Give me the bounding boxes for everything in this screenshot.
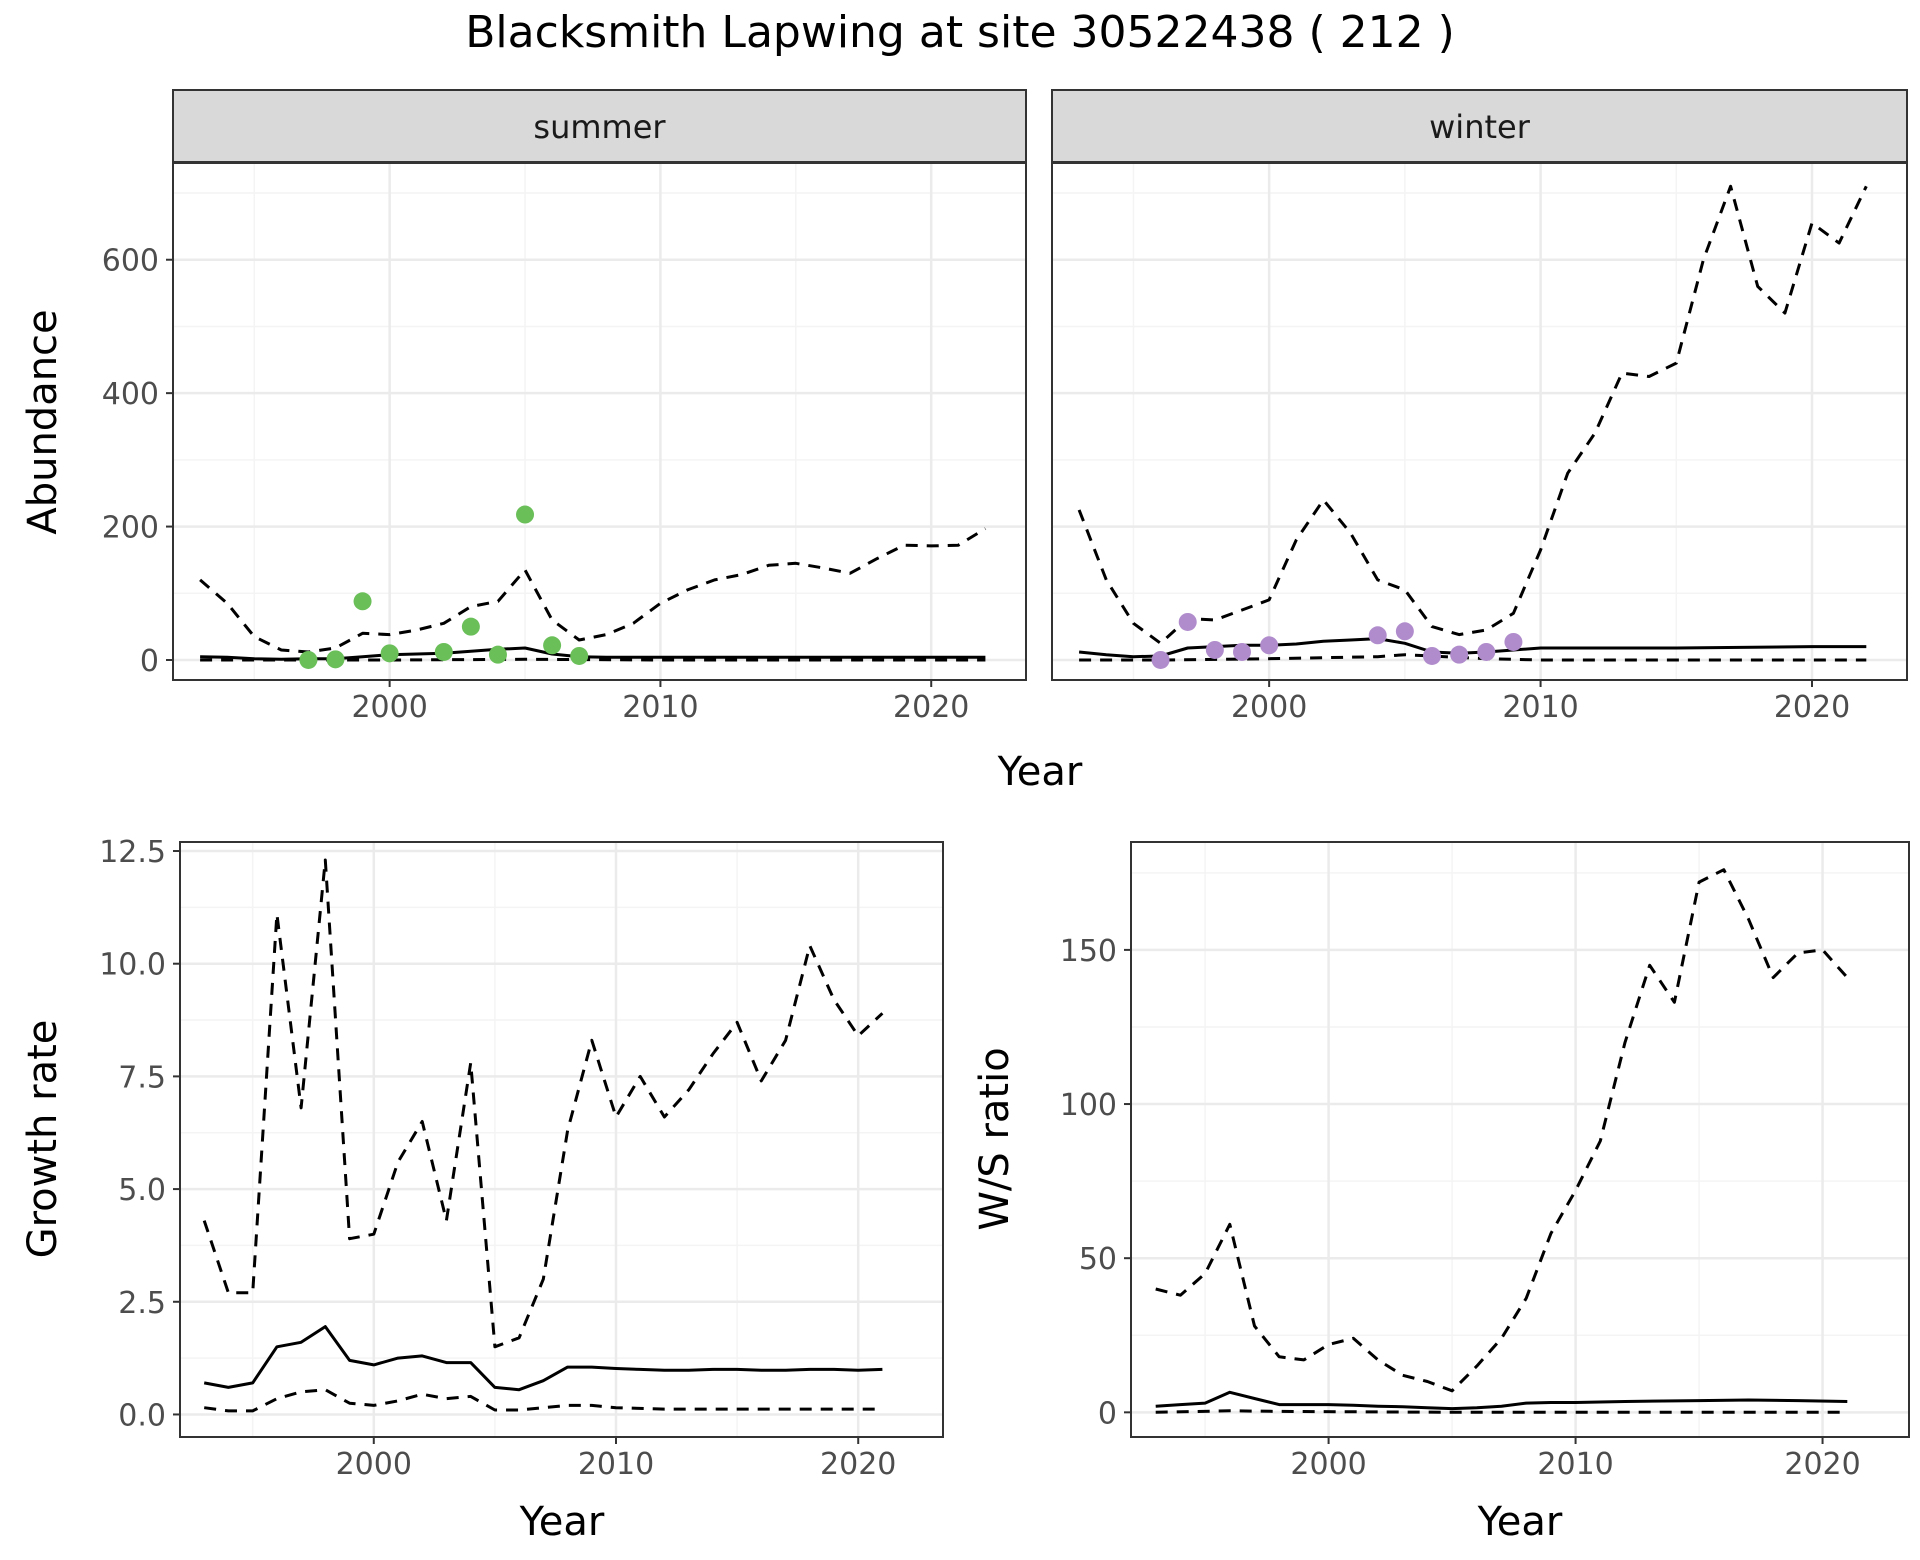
ratio-y-tick-label: 100	[1060, 1088, 1117, 1123]
abundance-summer-strip-label: summer	[533, 108, 666, 146]
abundance-y-axis-title: Abundance	[20, 309, 66, 534]
ratio-y-tick-label: 150	[1060, 934, 1117, 969]
abundance-winter-strip	[1051, 89, 1908, 163]
ratio-x-tick-label: 2010	[1537, 1447, 1613, 1482]
abundance-summer-panel-border	[172, 162, 1027, 681]
ratio-x-tick-label: 2020	[1784, 1447, 1860, 1482]
abundance-summer-y-tick-label: 0	[140, 644, 159, 679]
ratio-series-2-line	[1155, 1409, 1848, 1414]
abundance-summer-y-tick-label: 600	[102, 244, 159, 279]
growth-series-2-line	[204, 1388, 883, 1413]
abundance-winter-x-tick-label: 2000	[1231, 690, 1307, 725]
abundance-winter-series-0-line	[1078, 637, 1867, 659]
growth-plot-area	[180, 842, 943, 1437]
abundance-winter-series-2-line	[1079, 653, 1867, 662]
abundance-winter-point	[1151, 650, 1170, 669]
abundance-winter-panel: winter 2000 2010 2020	[1051, 89, 1908, 725]
ratio-y-tick-label: 0	[1098, 1396, 1117, 1431]
abundance-summer-point	[434, 642, 453, 661]
abundance-summer-strip	[172, 89, 1027, 163]
abundance-winter-point	[1477, 642, 1496, 661]
growth-rate-y-axis-title: Growth rate	[20, 1020, 66, 1259]
abundance-winter-point	[1504, 632, 1523, 651]
growth-rate-x-axis-title: Year	[519, 1499, 605, 1545]
growth-y-tick-label: 12.5	[99, 835, 166, 870]
abundance-winter-panel-border	[1051, 162, 1908, 681]
growth-x-tick-label: 2000	[336, 1447, 412, 1482]
abundance-summer-panel: summer 2000 2010 2020 0 200 400 600	[102, 89, 1027, 725]
ratio-plot-area	[1131, 842, 1909, 1437]
ws-ratio-y-axis-title: W/S ratio	[972, 1047, 1018, 1230]
abundance-winter-point	[1395, 622, 1414, 641]
ws-ratio-panel: 2000 2010 2020 0 50 100 150	[1060, 841, 1910, 1482]
growth-y-tick-label: 7.5	[118, 1060, 166, 1095]
abundance-winter-series-1-line	[1077, 184, 1868, 645]
abundance-summer-point	[380, 644, 399, 663]
ratio-panel-border	[1130, 841, 1910, 1438]
abundance-summer-y-tick-label: 400	[102, 377, 159, 412]
growth-y-tick-label: 5.0	[118, 1173, 166, 1208]
abundance-winter-point	[1423, 646, 1441, 665]
abundance-winter-point	[1233, 642, 1251, 661]
abundance-winter-plot-area	[1052, 163, 1907, 680]
ratio-series-1-line	[1155, 868, 1849, 1393]
abundance-winter-point	[1205, 640, 1224, 659]
abundance-winter-x-tick-label: 2010	[1502, 690, 1578, 725]
abundance-summer-x-tick-label: 2020	[893, 690, 969, 725]
growth-series-0-line	[203, 1325, 883, 1392]
abundance-summer-point	[543, 636, 562, 655]
growth-panel-border	[179, 841, 944, 1438]
ratio-y-tick-label: 50	[1079, 1242, 1117, 1277]
abundance-summer-series-1-line	[199, 527, 987, 654]
ratio-x-tick-label: 2000	[1290, 1447, 1366, 1482]
growth-x-tick-label: 2020	[820, 1447, 896, 1482]
abundance-summer-series-2-line	[200, 657, 986, 662]
figure-title: Blacksmith Lapwing at site 30522438 ( 21…	[465, 7, 1454, 58]
abundance-summer-point	[488, 645, 507, 664]
abundance-winter-point	[1260, 636, 1279, 655]
abundance-summer-point	[299, 650, 318, 669]
growth-y-tick-label: 2.5	[118, 1286, 166, 1321]
ws-ratio-x-axis-title: Year	[1477, 1499, 1563, 1545]
abundance-summer-plot-area	[173, 163, 1026, 680]
abundance-summer-point	[353, 592, 372, 611]
growth-y-tick-label: 0.0	[118, 1398, 166, 1433]
abundance-summer-x-tick-label: 2010	[622, 690, 698, 725]
abundance-winter-point	[1178, 612, 1197, 631]
abundance-winter-strip-label: winter	[1429, 108, 1531, 146]
growth-series-1-line	[202, 858, 884, 1349]
abundance-winter-point	[1450, 645, 1469, 664]
abundance-x-axis-title: Year	[997, 749, 1083, 795]
abundance-winter-x-tick-label: 2020	[1774, 690, 1850, 725]
abundance-winter-point	[1368, 626, 1387, 645]
growth-y-tick-label: 10.0	[99, 948, 166, 983]
abundance-summer-point	[461, 617, 480, 636]
growth-rate-panel: 2000 2010 2020 0.0 2.5 5.0 7.5 10.0 12.5	[99, 835, 944, 1482]
growth-x-tick-label: 2010	[578, 1447, 654, 1482]
abundance-summer-point	[570, 646, 589, 665]
ratio-series-0-line	[1155, 1390, 1848, 1411]
abundance-summer-x-tick-label: 2000	[351, 690, 427, 725]
abundance-summer-y-tick-label: 200	[102, 511, 159, 546]
abundance-summer-point	[326, 650, 345, 669]
abundance-summer-point	[516, 505, 535, 524]
